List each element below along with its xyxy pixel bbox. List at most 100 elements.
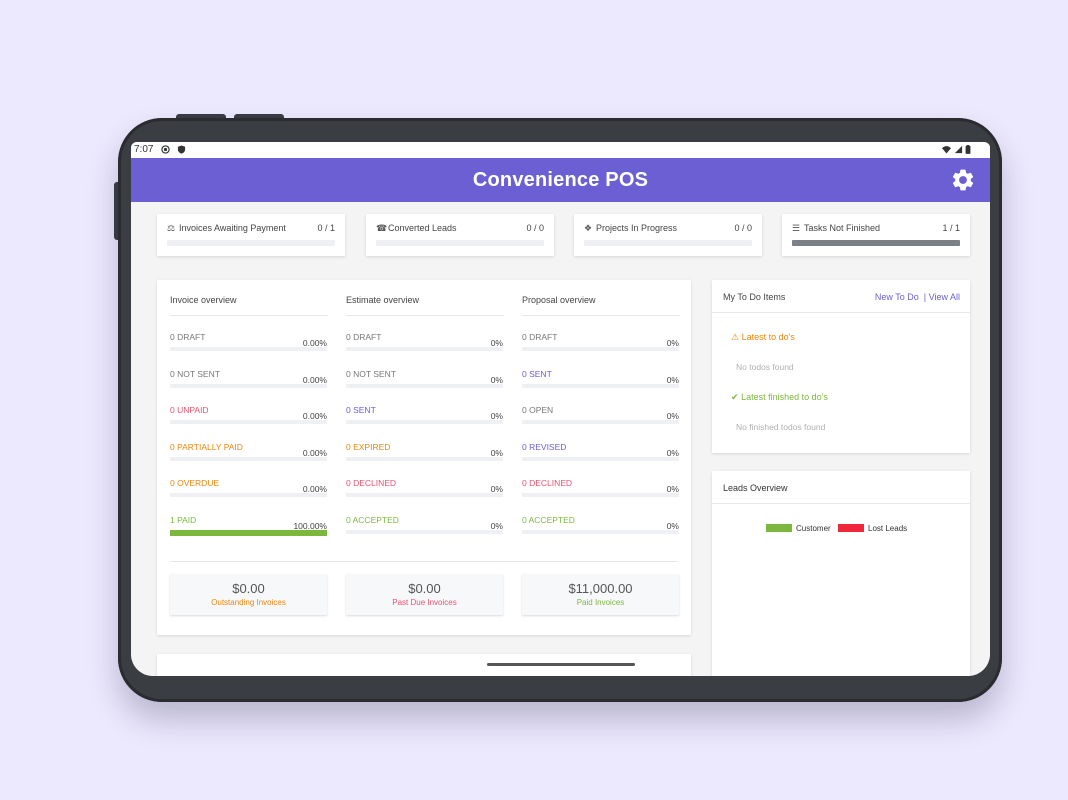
legend-swatch (838, 524, 864, 532)
proposal-status-row[interactable]: 0 DECLINED 0% (522, 478, 679, 508)
battery-icon (965, 145, 971, 154)
status-percent: 0% (666, 338, 679, 348)
section-title: Invoice overview (170, 295, 237, 305)
list-icon: ☰ (792, 223, 801, 233)
outstanding-invoices-box[interactable]: $0.00 Outstanding Invoices (170, 574, 327, 615)
total-caption: Outstanding Invoices (211, 598, 286, 607)
estimate-status-row[interactable]: 0 DECLINED 0% (346, 478, 503, 508)
settings-gear-icon[interactable] (950, 167, 976, 193)
stat-value: 1 / 1 (942, 223, 960, 233)
record-icon (161, 145, 170, 154)
stat-invoices-awaiting-payment[interactable]: ⚖ Invoices Awaiting Payment 0 / 1 (157, 214, 345, 256)
stat-tasks-not-finished[interactable]: ☰ Tasks Not Finished 1 / 1 (782, 214, 970, 256)
status-progress-bar (170, 420, 327, 424)
status-progress-bar (170, 347, 327, 351)
status-percent: 0.00% (302, 374, 327, 385)
status-label: 0 ACCEPTED (522, 514, 575, 525)
past-due-invoices-box[interactable]: $0.00 Past Due Invoices (346, 574, 503, 615)
stat-value: 0 / 1 (317, 223, 335, 233)
legend-lost-leads[interactable]: Lost Leads (838, 524, 907, 533)
status-label: 0 OVERDUE (170, 478, 220, 488)
invoice-status-row[interactable]: 0 UNPAID 0.00% (170, 405, 327, 435)
status-label: 1 PAID (170, 514, 197, 525)
total-amount: $0.00 (232, 581, 265, 596)
estimate-status-row[interactable]: 0 SENT 0% (346, 405, 503, 435)
status-percent: 0.00% (302, 411, 327, 421)
estimate-status-row[interactable]: 0 NOT SENT 0% (346, 369, 503, 399)
status-progress-bar (522, 347, 679, 351)
app-title: Convenience POS (472, 169, 649, 191)
status-percent: 0% (490, 520, 503, 531)
status-progress-bar (522, 383, 679, 388)
stat-progress-bar (167, 240, 335, 246)
stat-progress-fill (792, 240, 960, 246)
todo-title: My To Do Items (723, 292, 786, 302)
status-label: 0 OPEN (522, 405, 554, 415)
estimate-status-row[interactable]: 0 DRAFT 0% (346, 332, 503, 362)
view-all-link[interactable]: View All (928, 292, 960, 302)
status-percent: 0% (666, 447, 679, 458)
status-label: 0 UNPAID (170, 405, 209, 415)
new-todo-link[interactable]: New To Do (874, 292, 919, 302)
status-progress-bar (346, 529, 503, 534)
invoice-status-row[interactable]: 1 PAID 100.00% (170, 515, 327, 545)
status-progress-bar (522, 493, 679, 497)
stat-label: Converted Leads (388, 223, 457, 233)
status-percent: 0% (490, 338, 503, 348)
status-label: 0 EXPIRED (346, 441, 391, 452)
status-progress-bar (170, 456, 327, 461)
stat-label: Tasks Not Finished (804, 223, 881, 233)
dashboard-content: ⚖ Invoices Awaiting Payment 0 / 1 ☎Conver… (131, 202, 990, 676)
divider (170, 315, 327, 316)
cubes-icon: ❖ (584, 223, 593, 233)
status-label: 0 REVISED (522, 441, 567, 452)
stat-progress-bar (376, 240, 544, 246)
total-amount: $11,000.00 (568, 581, 633, 596)
invoice-status-row[interactable]: 0 DRAFT 0.00% (170, 332, 327, 362)
total-caption: Paid Invoices (576, 598, 625, 607)
status-label: 0 ACCEPTED (346, 514, 399, 525)
wifi-icon (942, 146, 951, 154)
tablet-button-top-1 (176, 114, 226, 119)
invoice-status-row[interactable]: 0 NOT SENT 0.00% (170, 369, 327, 399)
divider (522, 315, 679, 316)
invoice-status-row[interactable]: 0 PARTIALLY PAID 0.00% (170, 442, 327, 472)
status-progress-bar (346, 420, 503, 424)
proposal-status-row[interactable]: 0 REVISED 0% (522, 442, 679, 472)
proposal-status-row[interactable]: 0 OPEN 0% (522, 405, 679, 435)
divider (712, 312, 970, 313)
status-label: 0 SENT (522, 368, 552, 379)
status-percent: 0% (666, 374, 679, 385)
todo-card: My To Do Items New To Do | View All ⚠ La… (712, 280, 970, 453)
divider (170, 561, 678, 562)
section-title: Proposal overview (522, 295, 596, 305)
stat-projects-in-progress[interactable]: ❖ Projects In Progress 0 / 0 (574, 214, 762, 256)
status-bar: 7:07 (131, 142, 990, 158)
estimate-status-row[interactable]: 0 ACCEPTED 0% (346, 515, 503, 545)
paid-invoices-box[interactable]: $11,000.00 Paid Invoices (522, 574, 679, 615)
status-progress-bar (346, 383, 503, 388)
status-progress-bar (346, 347, 503, 351)
status-percent: 0% (666, 520, 679, 531)
gesture-nav-bar[interactable] (487, 663, 635, 666)
status-percent: 0.00% (302, 338, 327, 348)
leads-overview-card: Leads Overview Customer Lost Leads (712, 471, 970, 676)
proposal-status-row[interactable]: 0 DRAFT 0% (522, 332, 679, 362)
stat-value: 0 / 0 (526, 223, 544, 233)
status-progress-bar (170, 383, 327, 388)
stat-converted-leads[interactable]: ☎Converted Leads 0 / 0 (366, 214, 554, 256)
status-percent: 0.00% (302, 447, 327, 458)
status-progress-bar (170, 493, 327, 497)
stat-label: Invoices Awaiting Payment (179, 223, 286, 233)
invoice-status-row[interactable]: 0 OVERDUE 0.00% (170, 478, 327, 508)
shield-icon (177, 145, 186, 154)
stat-label: Projects In Progress (596, 223, 678, 233)
legend-label: Lost Leads (868, 524, 908, 533)
estimate-status-row[interactable]: 0 EXPIRED 0% (346, 442, 503, 472)
legend-customer[interactable]: Customer (766, 524, 831, 533)
proposal-status-row[interactable]: 0 ACCEPTED 0% (522, 515, 679, 545)
status-progress-bar (522, 456, 679, 461)
proposal-status-row[interactable]: 0 SENT 0% (522, 369, 679, 399)
status-label: 0 DRAFT (522, 332, 558, 342)
status-percent: 0.00% (302, 484, 327, 494)
